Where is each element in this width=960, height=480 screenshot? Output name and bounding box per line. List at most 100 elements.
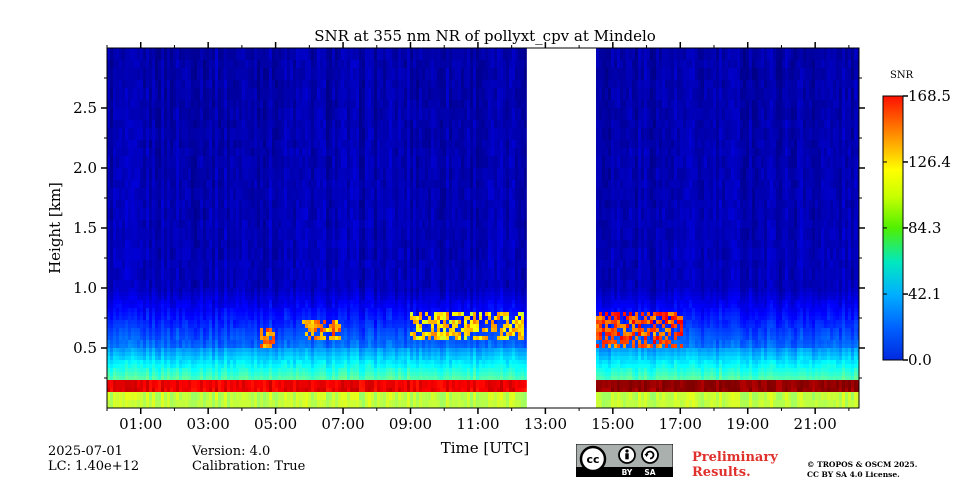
- heat-cell: [161, 264, 165, 269]
- heat-cell: [245, 384, 249, 389]
- heat-cell: [248, 160, 252, 165]
- heat-cell: [143, 200, 147, 205]
- heat-cell: [131, 72, 135, 77]
- heat-cell: [134, 256, 138, 261]
- heat-cell: [245, 312, 249, 317]
- heat-cell: [170, 124, 174, 129]
- heat-cell: [110, 244, 114, 249]
- heat-cell: [266, 180, 270, 185]
- heat-cell: [152, 328, 156, 333]
- heat-cell: [212, 228, 216, 233]
- heat-cell: [245, 184, 249, 189]
- heat-cell: [158, 256, 162, 261]
- heat-cell: [203, 252, 207, 257]
- heat-cell: [146, 68, 150, 73]
- heat-cell: [200, 160, 204, 165]
- heat-cell: [233, 152, 237, 157]
- heat-cell: [137, 348, 141, 353]
- heat-cell: [230, 52, 234, 57]
- heat-cell: [173, 276, 177, 281]
- heat-cell: [125, 284, 129, 289]
- heat-cell: [128, 196, 132, 201]
- heat-cell: [254, 140, 258, 145]
- heat-cell: [173, 352, 177, 357]
- heat-cell: [233, 52, 237, 57]
- heat-cell: [161, 208, 165, 213]
- heat-cell: [227, 108, 231, 113]
- heat-cell: [188, 184, 192, 189]
- heat-cell: [185, 256, 189, 261]
- heat-cell: [182, 192, 186, 197]
- heat-cell: [110, 168, 114, 173]
- heat-cell: [110, 328, 114, 333]
- heat-cell: [155, 112, 159, 117]
- heat-cell: [260, 400, 264, 405]
- heat-cell: [203, 240, 207, 245]
- heat-cell: [170, 76, 174, 81]
- heat-cell: [251, 92, 255, 97]
- heat-cell: [191, 204, 195, 209]
- heat-cell: [122, 96, 126, 101]
- heat-cell: [227, 244, 231, 249]
- heat-cell: [266, 68, 270, 73]
- heat-cell: [110, 300, 114, 305]
- heat-cell: [146, 252, 150, 257]
- heat-cell: [188, 120, 192, 125]
- heat-cell: [191, 324, 195, 329]
- heat-cell: [140, 220, 144, 225]
- heat-cell: [119, 280, 123, 285]
- heat-cell: [119, 164, 123, 169]
- heat-cell: [248, 240, 252, 245]
- heat-cell: [221, 388, 225, 393]
- heat-cell: [230, 92, 234, 97]
- heat-cell: [155, 156, 159, 161]
- heat-cell: [251, 376, 255, 381]
- heat-cell: [206, 152, 210, 157]
- heat-cell: [152, 172, 156, 177]
- heat-cell: [164, 284, 168, 289]
- heat-cell: [119, 224, 123, 229]
- heat-cell: [152, 404, 156, 408]
- heat-cell: [248, 60, 252, 65]
- heat-cell: [242, 376, 246, 381]
- heat-cell: [203, 72, 207, 77]
- heat-cell: [221, 244, 225, 249]
- heat-cell: [197, 284, 201, 289]
- heat-cell: [191, 188, 195, 193]
- heat-cell: [197, 128, 201, 133]
- heat-cell: [116, 172, 120, 177]
- heat-cell: [182, 152, 186, 157]
- heat-cell: [197, 60, 201, 65]
- heat-cell: [167, 132, 171, 137]
- heat-cell: [161, 64, 165, 69]
- heat-cell: [167, 276, 171, 281]
- heat-cell: [116, 204, 120, 209]
- heat-cell: [131, 208, 135, 213]
- heat-cell: [188, 308, 192, 313]
- heat-cell: [203, 368, 207, 373]
- heat-cell: [227, 180, 231, 185]
- heat-cell: [251, 380, 255, 385]
- heat-cell: [254, 64, 258, 69]
- heat-cell: [233, 144, 237, 149]
- heat-cell: [218, 252, 222, 257]
- heat-cell: [155, 384, 159, 389]
- heat-cell: [209, 376, 213, 381]
- heat-cell: [185, 56, 189, 61]
- heat-cell: [209, 388, 213, 393]
- heat-cell: [185, 208, 189, 213]
- heat-cell: [200, 344, 204, 349]
- heat-cell: [254, 80, 258, 85]
- heat-cell: [257, 292, 261, 297]
- heat-cell: [173, 392, 177, 397]
- heat-cell: [239, 108, 243, 113]
- heat-cell: [212, 140, 216, 145]
- heat-cell: [176, 336, 180, 341]
- heat-cell: [269, 240, 273, 245]
- heat-cell: [206, 292, 210, 297]
- heat-cell: [251, 112, 255, 117]
- heat-cell: [188, 104, 192, 109]
- heat-cell: [266, 128, 270, 133]
- heat-cell: [215, 192, 219, 197]
- heat-cell: [266, 296, 270, 301]
